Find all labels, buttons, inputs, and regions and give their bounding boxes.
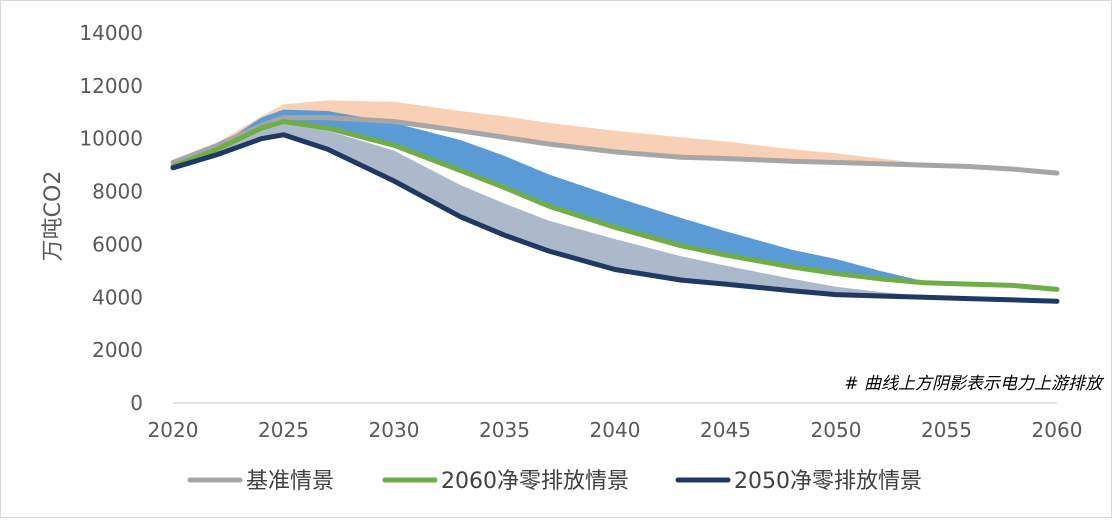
x-tick-label: 2050 (811, 418, 862, 442)
y-tick-labels: 0 2000 4000 6000 8000 10000 12000 14000 (79, 21, 143, 415)
y-axis-label: 万吨CO2 (41, 171, 66, 262)
x-tick-label: 2060 (1032, 418, 1083, 442)
x-tick-label: 2040 (590, 418, 641, 442)
x-tick-labels: 2020 2025 2030 2035 2040 2045 2050 2055 2060 (148, 418, 1083, 442)
legend-label: 2050净零排放情景 (734, 469, 922, 494)
y-tick-label: 6000 (92, 232, 143, 256)
y-tick-label: 12000 (79, 74, 143, 98)
upstream-emission-bands (173, 100, 1057, 302)
y-tick-label: 0 (130, 391, 143, 415)
legend-label: 2060净零排放情景 (441, 469, 629, 494)
series-line (170, 115, 1060, 176)
x-tick-label: 2045 (700, 418, 751, 442)
series-lines (170, 115, 1060, 304)
y-tick-label: 8000 (92, 180, 143, 204)
x-tick-label: 2035 (479, 418, 530, 442)
upstream-band (173, 109, 1057, 290)
x-tick-label: 2025 (258, 418, 309, 442)
x-tick-label: 2030 (369, 418, 420, 442)
series-line (170, 132, 1060, 304)
y-tick-label: 4000 (92, 285, 143, 309)
legend-label: 基准情景 (246, 469, 334, 494)
x-tick-label: 2055 (921, 418, 972, 442)
upstream-band (173, 121, 1057, 302)
y-tick-label: 14000 (79, 21, 143, 45)
upstream-band (173, 100, 1057, 174)
series-line (170, 119, 1060, 292)
y-tick-label: 10000 (79, 127, 143, 151)
chart-note: # 曲线上方阴影表示电力上游排放 (844, 374, 1105, 394)
y-tick-label: 2000 (92, 338, 143, 362)
x-tick-label: 2020 (148, 418, 199, 442)
legend: 基准情景 2060净零排放情景 2050净零排放情景 (187, 469, 922, 494)
